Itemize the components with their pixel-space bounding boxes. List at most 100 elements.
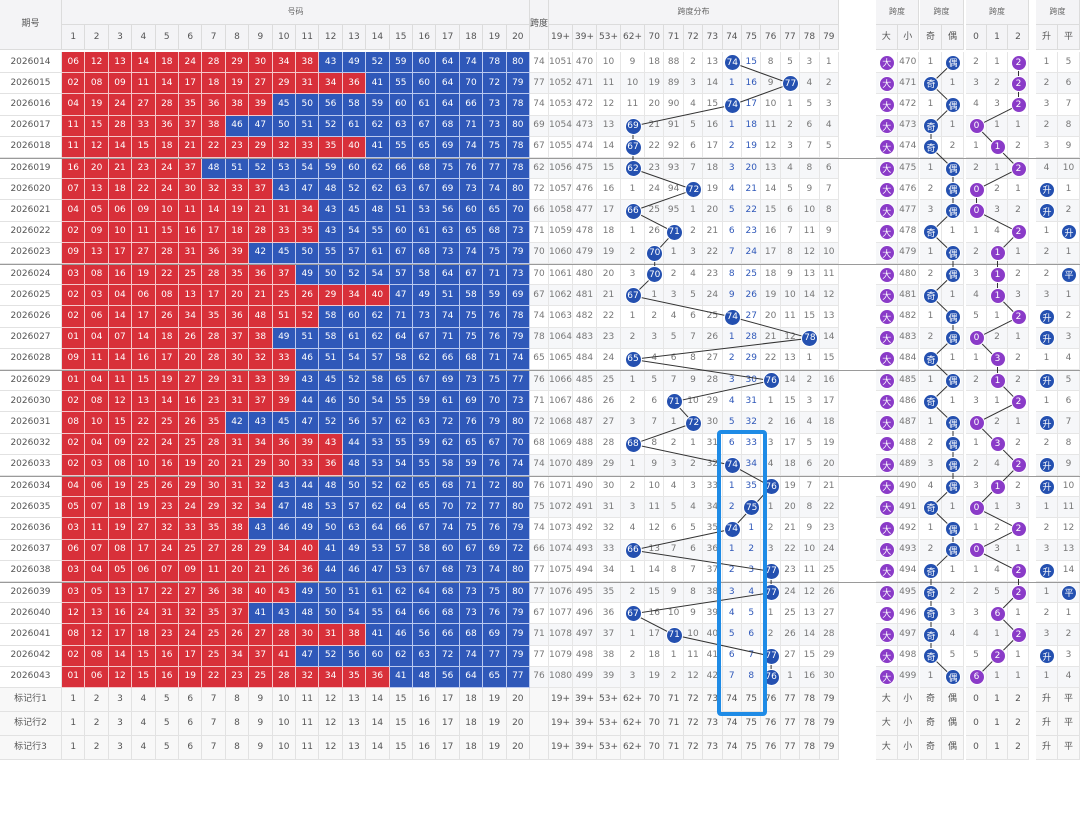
span-col-header[interactable]: 75 [742, 25, 762, 50]
number-cell[interactable]: 79 [506, 73, 530, 95]
number-col-header[interactable]: 13 [342, 25, 367, 50]
size-col-header[interactable]: 大 [876, 25, 898, 50]
number-cell[interactable]: 14 [108, 136, 133, 158]
number-cell[interactable]: 48 [366, 200, 390, 222]
number-col-header[interactable]: 15 [389, 25, 413, 50]
number-cell[interactable]: 13 [85, 179, 109, 201]
number-cell[interactable]: 47 [296, 179, 320, 201]
number-cell[interactable]: 54 [342, 221, 367, 243]
span-col-header[interactable]: 72 [683, 25, 704, 50]
size-col-header[interactable]: 小 [897, 25, 919, 50]
number-cell[interactable]: 45 [272, 94, 296, 116]
number-cell[interactable]: 27 [132, 242, 156, 264]
number-cell[interactable]: 64 [436, 52, 460, 74]
number-cell[interactable]: 32 [272, 136, 296, 158]
number-cell[interactable]: 18 [155, 136, 179, 158]
period-cell[interactable]: 2026018 [0, 136, 62, 158]
number-cell[interactable]: 60 [389, 94, 413, 116]
number-cell[interactable]: 78 [506, 136, 530, 158]
number-cell[interactable]: 28 [202, 52, 226, 74]
period-cell[interactable]: 2026020 [0, 179, 62, 201]
number-cell[interactable]: 16 [179, 221, 203, 243]
mod3-col-header[interactable]: 0 [966, 25, 987, 50]
period-cell[interactable]: 2026016 [0, 94, 62, 116]
number-cell[interactable]: 36 [202, 242, 226, 264]
number-cell[interactable]: 60 [459, 200, 484, 222]
number-cell[interactable]: 09 [108, 73, 133, 95]
number-cell[interactable]: 22 [132, 179, 156, 201]
number-cell[interactable]: 68 [413, 158, 437, 180]
number-cell[interactable]: 67 [459, 264, 484, 286]
number-cell[interactable]: 77 [483, 158, 507, 180]
mod3-col-header[interactable]: 2 [1008, 25, 1029, 50]
period-cell[interactable]: 2026015 [0, 73, 62, 95]
number-col-header[interactable]: 6 [179, 25, 203, 50]
number-cell[interactable]: 11 [132, 73, 156, 95]
number-cell[interactable]: 04 [62, 200, 86, 222]
number-cell[interactable]: 28 [202, 264, 226, 286]
number-cell[interactable]: 66 [389, 158, 413, 180]
number-cell[interactable]: 59 [389, 52, 413, 74]
number-cell[interactable]: 28 [108, 115, 133, 137]
number-cell[interactable]: 67 [413, 179, 437, 201]
number-cell[interactable]: 33 [225, 179, 250, 201]
parity-col-header[interactable]: 偶 [942, 25, 964, 50]
number-cell[interactable]: 52 [342, 179, 367, 201]
number-cell[interactable]: 36 [249, 264, 273, 286]
number-cell[interactable]: 62 [366, 115, 390, 137]
number-cell[interactable]: 51 [389, 200, 413, 222]
number-cell[interactable]: 61 [366, 242, 390, 264]
number-cell[interactable]: 38 [225, 94, 250, 116]
number-cell[interactable]: 62 [366, 179, 390, 201]
number-cell[interactable]: 09 [132, 200, 156, 222]
number-cell[interactable]: 73 [436, 242, 460, 264]
period-cell[interactable]: 2026023 [0, 242, 62, 264]
number-cell[interactable]: 37 [249, 179, 273, 201]
number-cell[interactable]: 24 [108, 94, 133, 116]
span-col-header[interactable]: 79 [819, 25, 839, 50]
number-cell[interactable]: 37 [272, 264, 296, 286]
number-cell[interactable]: 52 [249, 158, 273, 180]
number-cell[interactable]: 13 [108, 52, 133, 74]
number-cell[interactable]: 29 [249, 136, 273, 158]
number-cell[interactable]: 54 [366, 264, 390, 286]
number-cell[interactable]: 48 [202, 158, 226, 180]
number-cell[interactable]: 40 [342, 136, 367, 158]
number-cell[interactable]: 35 [319, 136, 343, 158]
number-col-header[interactable]: 17 [436, 25, 460, 50]
number-cell[interactable]: 60 [342, 158, 367, 180]
number-cell[interactable]: 80 [506, 179, 530, 201]
number-cell[interactable]: 19 [85, 94, 109, 116]
span-col-header[interactable]: 70 [645, 25, 665, 50]
number-col-header[interactable]: 1 [62, 25, 86, 50]
number-cell[interactable]: 12 [85, 136, 109, 158]
number-cell[interactable]: 08 [85, 264, 109, 286]
number-cell[interactable]: 10 [155, 200, 179, 222]
span-col-header[interactable]: 77 [780, 25, 801, 50]
number-cell[interactable]: 57 [342, 242, 367, 264]
number-cell[interactable]: 64 [436, 264, 460, 286]
number-cell[interactable]: 43 [319, 200, 343, 222]
number-col-header[interactable]: 19 [483, 25, 507, 50]
number-cell[interactable]: 37 [179, 115, 203, 137]
number-cell[interactable]: 41 [366, 73, 390, 95]
number-cell[interactable]: 28 [155, 94, 179, 116]
number-cell[interactable]: 65 [413, 136, 437, 158]
number-cell[interactable]: 52 [366, 52, 390, 74]
number-cell[interactable]: 55 [389, 136, 413, 158]
number-cell[interactable]: 30 [249, 52, 273, 74]
number-cell[interactable]: 75 [483, 136, 507, 158]
number-cell[interactable]: 67 [413, 115, 437, 137]
number-cell[interactable]: 09 [85, 221, 109, 243]
number-cell[interactable]: 61 [413, 94, 437, 116]
number-cell[interactable]: 80 [506, 115, 530, 137]
number-cell[interactable]: 64 [436, 73, 460, 95]
number-cell[interactable]: 74 [483, 179, 507, 201]
number-cell[interactable]: 30 [179, 179, 203, 201]
number-cell[interactable]: 14 [202, 200, 226, 222]
number-cell[interactable]: 60 [389, 221, 413, 243]
number-cell[interactable]: 14 [155, 73, 179, 95]
number-cell[interactable]: 55 [389, 73, 413, 95]
number-cell[interactable]: 55 [319, 242, 343, 264]
number-cell[interactable]: 68 [436, 115, 460, 137]
